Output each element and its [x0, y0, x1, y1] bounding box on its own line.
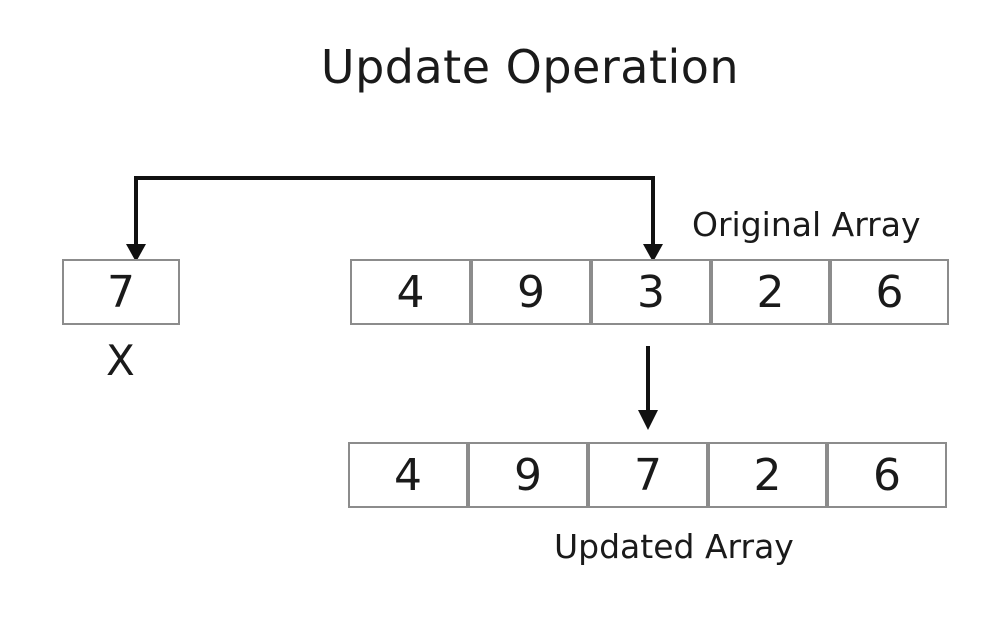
variable-x-label: X: [106, 336, 135, 385]
updated-array-cell-1: 9: [468, 442, 588, 508]
updated-array-cell-0: 4: [348, 442, 468, 508]
original-array-value-3: 2: [756, 266, 785, 318]
original-array-value-1: 9: [517, 266, 545, 318]
updated-array-value-0: 4: [394, 449, 422, 501]
updated-array-value-3: 2: [753, 449, 782, 501]
original-array-cell-4: 6: [830, 259, 949, 325]
variable-x-value: 7: [107, 266, 135, 318]
original-array-cell-2: 3: [591, 259, 711, 325]
original-array-value-4: 6: [875, 266, 904, 318]
updated-array-value-1: 9: [514, 449, 542, 501]
updated-array-label: Updated Array: [554, 527, 794, 566]
read-arrow: [134, 176, 655, 258]
updated-array-cell-4: 6: [827, 442, 947, 508]
original-array-value-2: 3: [637, 266, 665, 318]
original-array-label: Original Array: [692, 205, 921, 244]
updated-array-value-2: 7: [634, 449, 662, 501]
original-array-cell-3: 2: [711, 259, 830, 325]
updated-array-cell-3: 2: [708, 442, 827, 508]
original-array-cell-0: 4: [350, 259, 471, 325]
updated-array-cell-2: 7: [588, 442, 708, 508]
original-array-value-0: 4: [396, 266, 425, 318]
diagram-title: Update Operation: [320, 40, 740, 94]
original-array-cell-1: 9: [471, 259, 591, 325]
update-arrowhead: [638, 410, 658, 430]
updated-array-value-4: 6: [873, 449, 901, 501]
variable-x-cell: 7: [62, 259, 180, 325]
